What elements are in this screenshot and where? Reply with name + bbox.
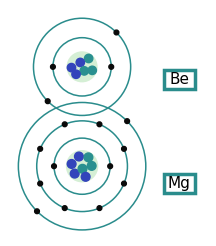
FancyBboxPatch shape bbox=[164, 174, 195, 193]
Circle shape bbox=[35, 209, 39, 214]
Circle shape bbox=[67, 160, 76, 168]
Circle shape bbox=[45, 99, 50, 104]
Circle shape bbox=[76, 58, 84, 67]
Text: Mg: Mg bbox=[168, 176, 191, 191]
Circle shape bbox=[67, 51, 98, 82]
Circle shape bbox=[97, 122, 102, 127]
Circle shape bbox=[84, 54, 93, 63]
Circle shape bbox=[87, 162, 96, 170]
Text: Be: Be bbox=[169, 72, 189, 87]
Circle shape bbox=[88, 66, 97, 75]
Circle shape bbox=[38, 181, 43, 186]
Circle shape bbox=[109, 64, 114, 69]
Circle shape bbox=[108, 164, 113, 169]
Circle shape bbox=[62, 206, 67, 211]
Circle shape bbox=[62, 122, 67, 127]
Circle shape bbox=[51, 64, 55, 69]
Circle shape bbox=[78, 164, 87, 173]
Circle shape bbox=[84, 153, 93, 162]
Circle shape bbox=[38, 146, 43, 151]
FancyBboxPatch shape bbox=[164, 70, 195, 89]
Circle shape bbox=[70, 169, 79, 178]
Circle shape bbox=[125, 119, 130, 123]
Circle shape bbox=[122, 146, 126, 151]
Circle shape bbox=[80, 67, 88, 75]
Circle shape bbox=[67, 63, 76, 72]
Circle shape bbox=[122, 181, 126, 186]
Circle shape bbox=[114, 30, 119, 35]
Circle shape bbox=[97, 206, 102, 211]
Circle shape bbox=[75, 152, 83, 161]
Circle shape bbox=[72, 70, 80, 78]
Circle shape bbox=[66, 150, 98, 182]
Circle shape bbox=[81, 172, 90, 181]
Circle shape bbox=[52, 164, 56, 169]
